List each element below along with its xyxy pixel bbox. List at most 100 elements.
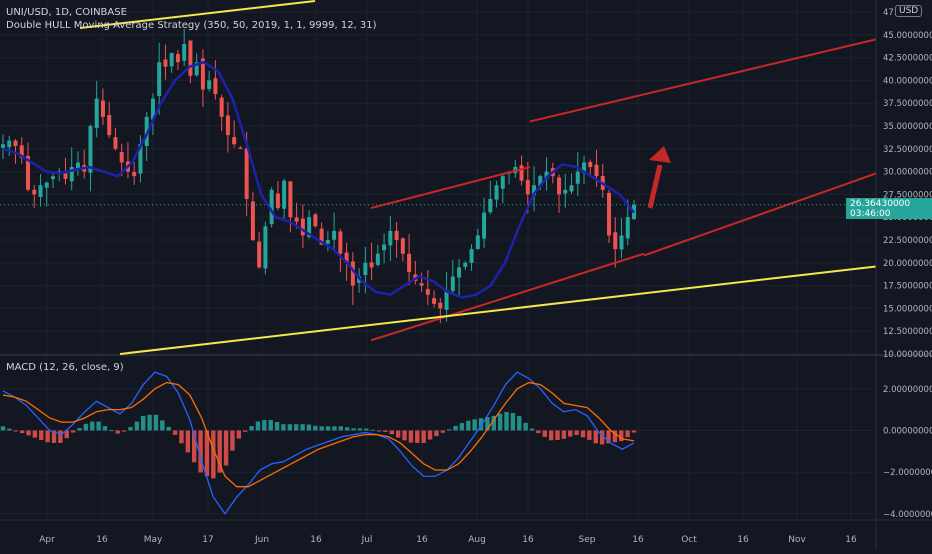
candle-body bbox=[175, 54, 180, 63]
macd-histogram-bar bbox=[625, 430, 630, 438]
x-tick-label: 16 bbox=[632, 535, 644, 545]
candle-body bbox=[544, 171, 549, 179]
y-tick-label: 12.50000000 bbox=[883, 327, 932, 337]
support-line bbox=[119, 265, 877, 355]
y-tick-label: 20.00000000 bbox=[883, 259, 932, 269]
x-tick-label: 16 bbox=[522, 535, 534, 545]
macd-histogram-bar bbox=[45, 430, 50, 443]
candle-body bbox=[457, 267, 462, 278]
price-tag-countdown: 03:46:00 bbox=[850, 209, 891, 219]
macd-histogram-bar bbox=[485, 417, 490, 431]
x-tick-label: Oct bbox=[681, 535, 697, 545]
channel-lower-extension bbox=[643, 172, 877, 257]
macd-histogram-bar bbox=[510, 413, 516, 431]
candle-body bbox=[482, 212, 487, 239]
macd-histogram-bar bbox=[223, 430, 229, 466]
macd-histogram-bar bbox=[319, 426, 324, 431]
macd-histogram-bar bbox=[58, 430, 63, 443]
x-tick-label: 16 bbox=[310, 535, 322, 545]
x-tick-label: 17 bbox=[202, 535, 213, 545]
candle-body bbox=[163, 59, 168, 67]
candle-body bbox=[588, 161, 593, 168]
macd-histogram-bar bbox=[160, 420, 165, 431]
macd-y-tick-label: 2.00000000 bbox=[883, 385, 932, 395]
candle-body bbox=[1, 144, 5, 148]
candle-body bbox=[169, 53, 174, 67]
candle-body bbox=[557, 177, 562, 195]
macd-histogram-bar bbox=[134, 421, 140, 431]
candle-body bbox=[494, 185, 499, 200]
candle-body bbox=[75, 162, 80, 169]
macd-label[interactable]: MACD (12, 26, close, 9) bbox=[6, 362, 124, 373]
macd-histogram-bar bbox=[548, 430, 554, 441]
macd-histogram-bar bbox=[83, 423, 89, 431]
y-tick-label: 22.50000000 bbox=[883, 236, 932, 246]
macd-histogram-bar bbox=[274, 421, 280, 431]
candle-body bbox=[244, 148, 249, 199]
price-tag-value: 26.36430000 bbox=[850, 199, 911, 209]
candle-body bbox=[225, 115, 230, 136]
channel-upper-extension bbox=[529, 38, 877, 123]
candle-body bbox=[400, 238, 405, 254]
candle-body bbox=[150, 98, 155, 120]
macd-line bbox=[2, 371, 635, 515]
macd-histogram-bar bbox=[504, 411, 509, 431]
currency-button[interactable]: USD bbox=[895, 5, 923, 17]
up-arrow-shaft bbox=[647, 164, 663, 209]
candle-body bbox=[19, 145, 24, 158]
y-tick-label: 42.50000000 bbox=[883, 54, 932, 64]
candle-body bbox=[525, 179, 530, 195]
candle-body bbox=[263, 226, 268, 269]
candle-body bbox=[132, 172, 137, 177]
macd-histogram-bar bbox=[7, 428, 12, 431]
macd-histogram-bar bbox=[338, 426, 344, 431]
y-tick-label: 30.00000000 bbox=[883, 168, 932, 178]
candle-body bbox=[432, 298, 437, 304]
macd-histogram-bar bbox=[517, 416, 522, 431]
macd-histogram-bar bbox=[141, 415, 146, 431]
macd-histogram-bar bbox=[478, 418, 484, 431]
macd-histogram-bar bbox=[344, 427, 350, 431]
candle-body bbox=[532, 185, 537, 196]
candle-body bbox=[13, 140, 18, 147]
macd-histogram-bar bbox=[77, 428, 82, 431]
candle-body bbox=[275, 193, 280, 209]
candle-body bbox=[475, 235, 480, 250]
candle-body bbox=[594, 164, 599, 177]
candle-body bbox=[332, 230, 337, 240]
candle-body bbox=[250, 201, 255, 240]
trend-overlay bbox=[0, 0, 877, 355]
macd-histogram-bar bbox=[606, 430, 611, 444]
x-tick-label: Aug bbox=[468, 535, 486, 545]
candle-body bbox=[157, 62, 162, 97]
macd-histogram-bar bbox=[13, 430, 18, 432]
candle-body bbox=[382, 244, 387, 251]
macd-y-tick-label: −2.00000000 bbox=[883, 468, 932, 478]
macd-histogram-bar bbox=[364, 428, 369, 431]
macd-histogram-bar bbox=[440, 430, 445, 433]
candle-body bbox=[338, 231, 343, 254]
candle-body bbox=[407, 253, 412, 272]
macd-histogram-bar bbox=[96, 421, 101, 431]
candle-body bbox=[100, 100, 105, 117]
macd-histogram-bar bbox=[561, 430, 567, 439]
macd-histogram-bar bbox=[211, 430, 216, 479]
candle-body bbox=[307, 217, 312, 238]
y-tick-label: 45.00000000 bbox=[883, 31, 932, 41]
macd-histogram-bar bbox=[198, 430, 203, 473]
candle-body bbox=[463, 262, 468, 267]
candle-body bbox=[469, 249, 474, 263]
indicator-label[interactable]: Double HULL Moving Average Strategy (350… bbox=[6, 20, 377, 31]
y-tick-label: 32.50000000 bbox=[883, 145, 932, 155]
macd-histogram-bar bbox=[293, 424, 299, 431]
signal-line bbox=[2, 381, 635, 488]
candle-body bbox=[607, 192, 612, 236]
candle-body bbox=[63, 171, 68, 179]
macd-histogram-bar bbox=[459, 423, 465, 431]
x-tick-label: 16 bbox=[737, 535, 749, 545]
x-tick-label: 16 bbox=[416, 535, 428, 545]
macd-histogram-bar bbox=[351, 428, 356, 431]
